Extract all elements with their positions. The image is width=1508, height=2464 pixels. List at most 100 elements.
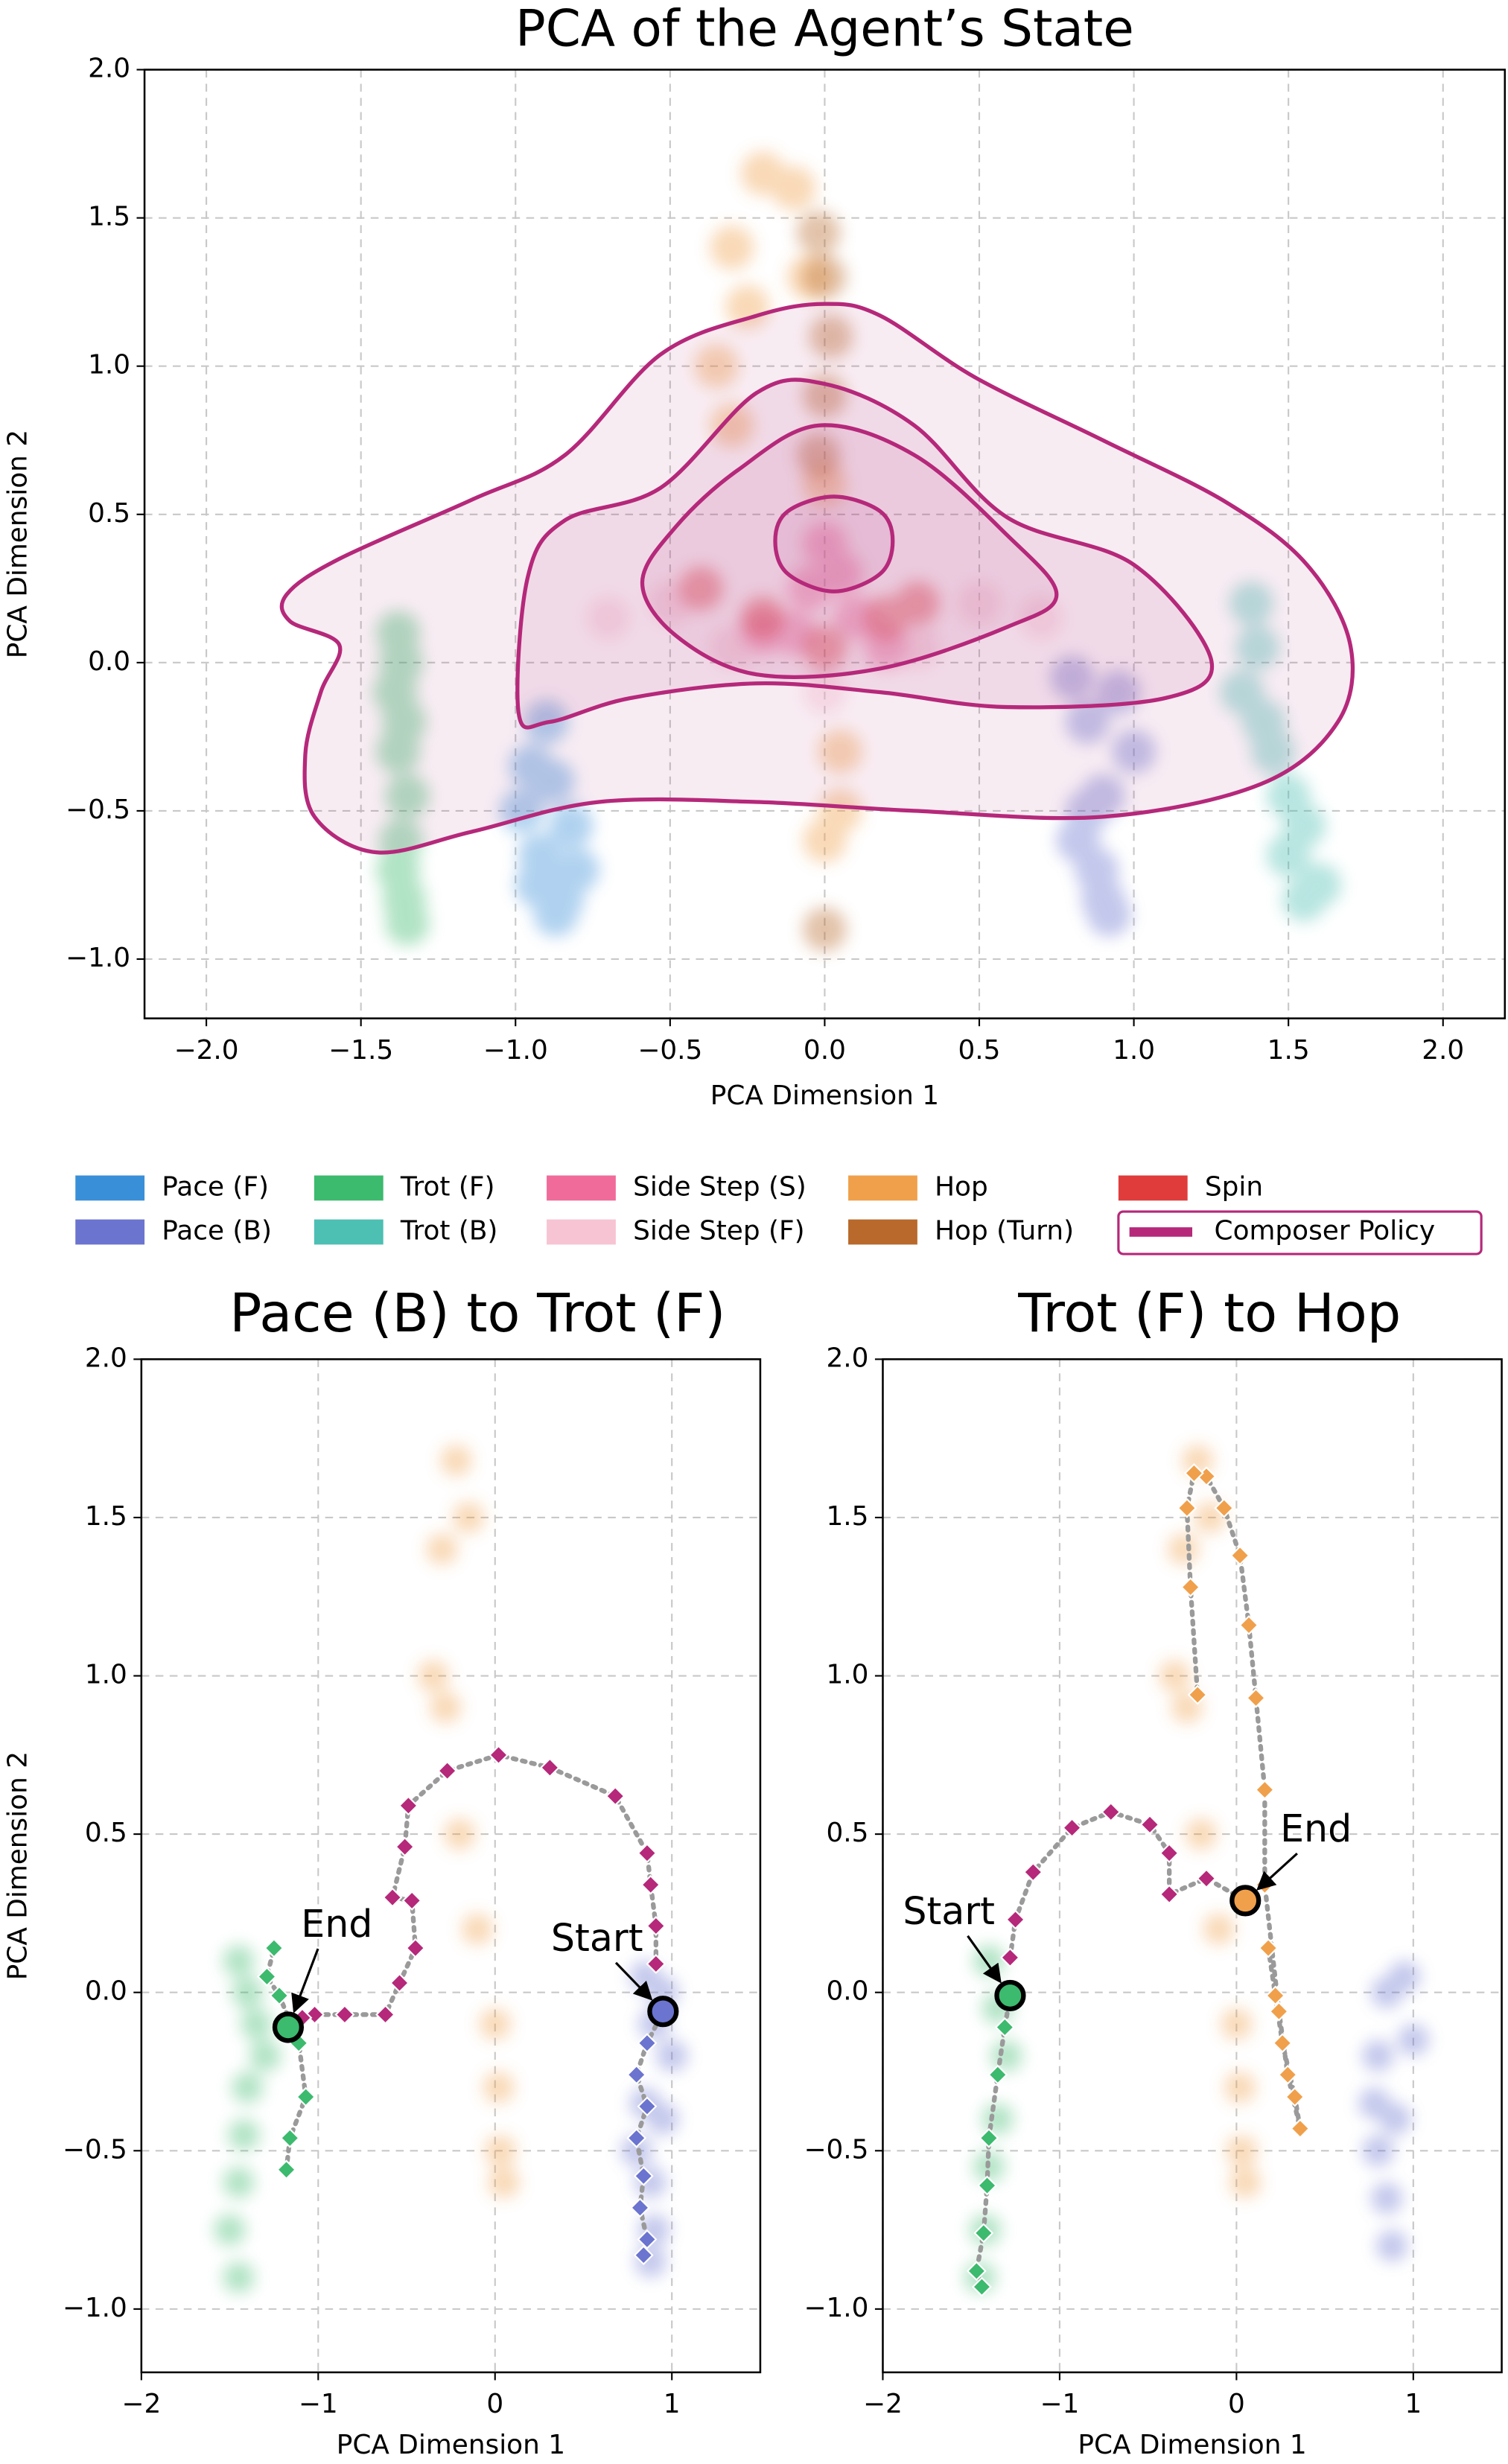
cloud-point (772, 166, 816, 211)
x-tick-label: −2 (121, 2389, 161, 2419)
y-tick-label: −0.5 (804, 2134, 868, 2165)
y-tick-label: 0.5 (88, 498, 130, 529)
trajectory-point (334, 2005, 355, 2025)
cloud-point (1235, 625, 1280, 670)
cloud-point (241, 2008, 273, 2040)
x-axis-label: PCA Dimension 1 (1078, 2430, 1306, 2460)
y-tick-label: −1.0 (804, 2293, 868, 2323)
trajectory-point (1285, 2086, 1305, 2107)
annotation-arrow (1256, 1852, 1298, 1891)
cloud-point (1397, 2024, 1429, 2056)
trajectory-point (966, 2261, 987, 2282)
cloud-point (802, 818, 847, 863)
chart-title: Pace (B) to Trot (F) (229, 1282, 725, 1344)
trajectory-point (637, 2096, 658, 2117)
cloud-point (249, 2040, 281, 2072)
trajectory-line (299, 1752, 659, 2020)
trajectory-point (1180, 1577, 1201, 1597)
y-tick-label: 2.0 (85, 1343, 127, 1373)
trajectory-point (630, 2197, 650, 2218)
trajectory-point (1272, 2033, 1293, 2054)
legend-label: Pace (B) (162, 1216, 272, 1247)
cloud-point (461, 1913, 494, 1945)
legend-label: Side Step (F) (633, 1216, 805, 1247)
trajectory-point (395, 1836, 416, 1857)
cloud-point (232, 1976, 264, 2008)
legend-frame (1117, 1210, 1483, 1255)
trajectory-point (257, 1967, 277, 1987)
cloud-point (833, 596, 878, 640)
legend-label: Hop (935, 1171, 988, 1202)
cloud-point (796, 211, 841, 255)
cloud-point (809, 314, 853, 359)
trajectory-point (382, 1887, 403, 1908)
panel: −2 −1 0 1 −1.0 −0.5 0.0 0.5 1.0 1.5 2.0 Trot (F) to… (804, 1282, 1503, 2460)
trajectory-point (626, 2127, 647, 2148)
cloud-point (385, 901, 430, 946)
y-tick-label: 1.0 (88, 350, 130, 381)
cloud (678, 566, 940, 670)
cloud-point (802, 255, 847, 299)
cloud-point (1376, 2229, 1408, 2261)
y-axis-label: PCA Dimension 2 (2, 1751, 33, 1980)
cloud-point (530, 759, 575, 803)
trajectory-point (994, 2017, 1015, 2037)
chart-title: Trot (F) to Hop (1017, 1282, 1401, 1344)
trajectory-point (1000, 1947, 1020, 1968)
trajectory-point (605, 1786, 626, 1806)
y-tick-label: 0.0 (826, 1976, 868, 2007)
trajectory-point (389, 1973, 410, 1993)
cloud-point (430, 1691, 462, 1724)
cloud (1358, 1961, 1429, 2261)
cloud (214, 1945, 281, 2293)
cloud-point (483, 2072, 515, 2104)
cloud-point (453, 1501, 485, 1534)
y-tick-label: 0.0 (88, 646, 130, 677)
cloud-point (549, 803, 594, 848)
cloud-point (802, 670, 847, 715)
chart-title: PCA of the Agent’s State (515, 0, 1134, 58)
trajectory-point (626, 2064, 647, 2085)
trajectory-line (634, 2009, 666, 2258)
y-axis-label: PCA Dimension 2 (2, 430, 33, 658)
legend-swatch (1118, 1175, 1188, 1201)
trajectory-point (1183, 1462, 1204, 1483)
trajectory-point (646, 1915, 666, 1936)
cloud-point (533, 892, 578, 937)
cloud (796, 211, 853, 952)
cloud-point (426, 1533, 458, 1565)
cloud-point (990, 2040, 1022, 2072)
trajectory-point (1187, 1684, 1208, 1705)
density-contour (640, 423, 1059, 679)
legend-label: Side Step (S) (633, 1171, 807, 1202)
cloud-point (1168, 1533, 1200, 1565)
annotation-arrow (967, 1935, 1002, 1984)
cloud-point (982, 2103, 1014, 2135)
cloud-point (228, 2118, 260, 2151)
cloud-point (1266, 833, 1311, 878)
cloud-point (417, 1660, 449, 1692)
cloud-point (223, 2166, 255, 2198)
y-tick-label: 1.0 (85, 1660, 127, 1690)
legend-swatch (75, 1175, 145, 1201)
legend-swatch (848, 1219, 917, 1245)
endpoint-marker (647, 1996, 679, 2028)
trajectory-point (1214, 1497, 1235, 1518)
trajectory-point (633, 2165, 654, 2186)
cloud (1220, 581, 1342, 922)
cloud-point (444, 1818, 476, 1850)
trajectory-point (1229, 1545, 1250, 1566)
cloud-point (223, 1945, 255, 1977)
legend-label: Trot (F) (400, 1171, 495, 1202)
x-tick-label: −1 (1040, 2389, 1080, 2419)
trajectory-point (539, 1757, 560, 1778)
legend-swatch (547, 1219, 616, 1245)
cloud-point (787, 566, 832, 611)
x-tick-label: −1.5 (328, 1035, 393, 1066)
x-tick-label: 0 (1228, 2389, 1245, 2419)
y-tick-label: −0.5 (63, 2134, 127, 2165)
cloud-point (1221, 2008, 1253, 2040)
panel: −2.0 −1.5 −1.0 −0.5 0.0 0.5 1.0 1.5 2.0 −1.0 −0.5 0… (2, 0, 1507, 1111)
trajectory-point (987, 2064, 1008, 2085)
